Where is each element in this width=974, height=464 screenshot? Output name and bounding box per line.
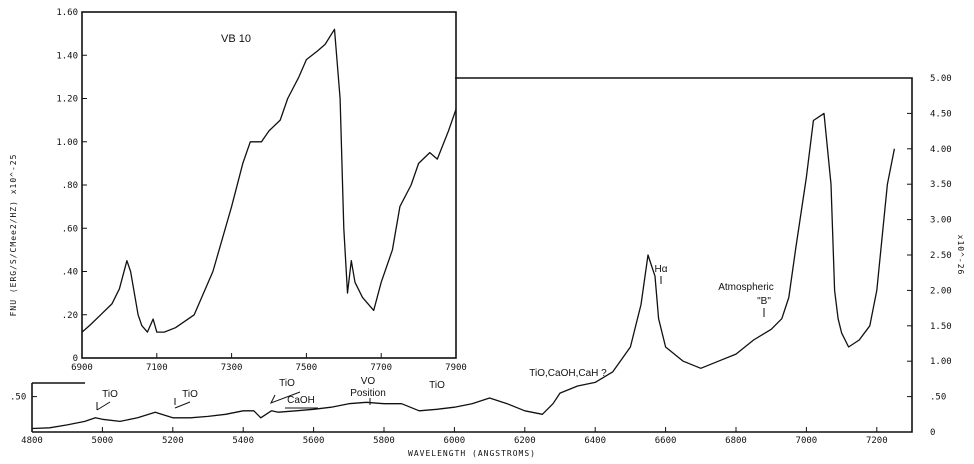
main-x-tick-label: 6400	[584, 436, 606, 446]
main-annotation-marker	[96, 401, 111, 411]
main-annotation: TiO	[102, 389, 118, 400]
main-y-tick-label: 4.00	[930, 145, 952, 155]
main-frame	[32, 77, 913, 433]
main-y-right-unit: x10^-26	[956, 235, 965, 276]
inset-frame	[81, 11, 457, 359]
main-y-tick-label: 1.50	[930, 322, 952, 332]
main-x-tick-label: 6200	[514, 436, 536, 446]
main-annotation: TiO	[182, 389, 198, 400]
inset-y-tick-label: .60	[62, 224, 78, 234]
main-annotation: TiO,CaOH,CaH ?	[529, 368, 607, 379]
inset-title: VB 10	[221, 33, 251, 45]
main-y-tick-label: .50	[930, 393, 946, 403]
inset-plot: 6900 7100 7300 7500 7700 7900 0 .20 .40 .60 .80 1.0…	[9, 8, 467, 373]
main-spectrum-line	[31, 112, 896, 430]
main-x-tick-label: 6000	[444, 436, 466, 446]
inset-y-tick-label: .80	[62, 181, 78, 191]
main-yleft-tick-label: .50	[10, 393, 26, 403]
main-x-tick-label: 5800	[373, 436, 395, 446]
main-y-tick-label: 4.50	[930, 109, 952, 119]
main-y-tick-label: 2.50	[930, 251, 952, 261]
main-annotation: VO	[361, 376, 376, 387]
main-y-tick-label: 5.00	[930, 74, 952, 84]
inset-x-tick-label: 7900	[445, 363, 467, 373]
main-annotation: Atmospheric	[718, 282, 774, 293]
main-y-tick-label: 0	[930, 428, 935, 438]
main-plot: 4800 5000 5200 5400 5600 5800 6000 6200 6400 6600…	[10, 74, 965, 458]
main-x-tick-label: 6600	[655, 436, 677, 446]
inset-y-tick-label: 1.00	[56, 138, 78, 148]
main-x-tick-label: 7200	[866, 436, 888, 446]
main-y-tick-label: 3.00	[930, 216, 952, 226]
main-y-tick-label: 1.00	[930, 357, 952, 367]
inset-y-tick-label: 0	[73, 354, 78, 364]
inset-y-tick-label: 1.40	[56, 51, 78, 61]
main-annotation: "B"	[757, 296, 771, 307]
main-x-tick-label: 7000	[796, 436, 818, 446]
main-annotation: CaOH	[287, 395, 315, 406]
inset-spectrum-line	[81, 28, 457, 333]
main-y-tick-label: 3.50	[930, 180, 952, 190]
main-x-tick-label: 5000	[92, 436, 114, 446]
main-annotation-marker	[269, 391, 301, 404]
inset-y-tick-label: .40	[62, 268, 78, 278]
main-x-tick-label: 5200	[162, 436, 184, 446]
main-annotation: Position	[350, 388, 386, 399]
main-x-tick-label: 6800	[725, 436, 747, 446]
inset-y-tick-label: .20	[62, 311, 78, 321]
inset-y-tick-label: 1.60	[56, 8, 78, 18]
main-y-tick-label: 2.00	[930, 286, 952, 296]
inset-x-tick-label: 6900	[71, 363, 93, 373]
main-x-tick-label: 5600	[303, 436, 325, 446]
inset-y-tick-label: 1.20	[56, 95, 78, 105]
main-annotation: TiO	[279, 378, 295, 389]
inset-y-axis-label: FNU (ERG/S/CMee2/HZ) x10^-25	[9, 154, 18, 317]
main-annotation: TiO	[429, 380, 445, 391]
inset-x-tick-label: 7100	[146, 363, 168, 373]
main-annotation: Hα	[654, 264, 667, 275]
main-x-tick-label: 4800	[21, 436, 43, 446]
main-x-axis-label: WAVELENGTH (ANGSTROMS)	[408, 449, 536, 458]
inset-x-tick-label: 7500	[296, 363, 318, 373]
inset-x-tick-label: 7700	[370, 363, 392, 373]
inset-x-tick-label: 7300	[221, 363, 243, 373]
main-annotation-marker	[174, 401, 191, 409]
main-x-tick-label: 5400	[232, 436, 254, 446]
